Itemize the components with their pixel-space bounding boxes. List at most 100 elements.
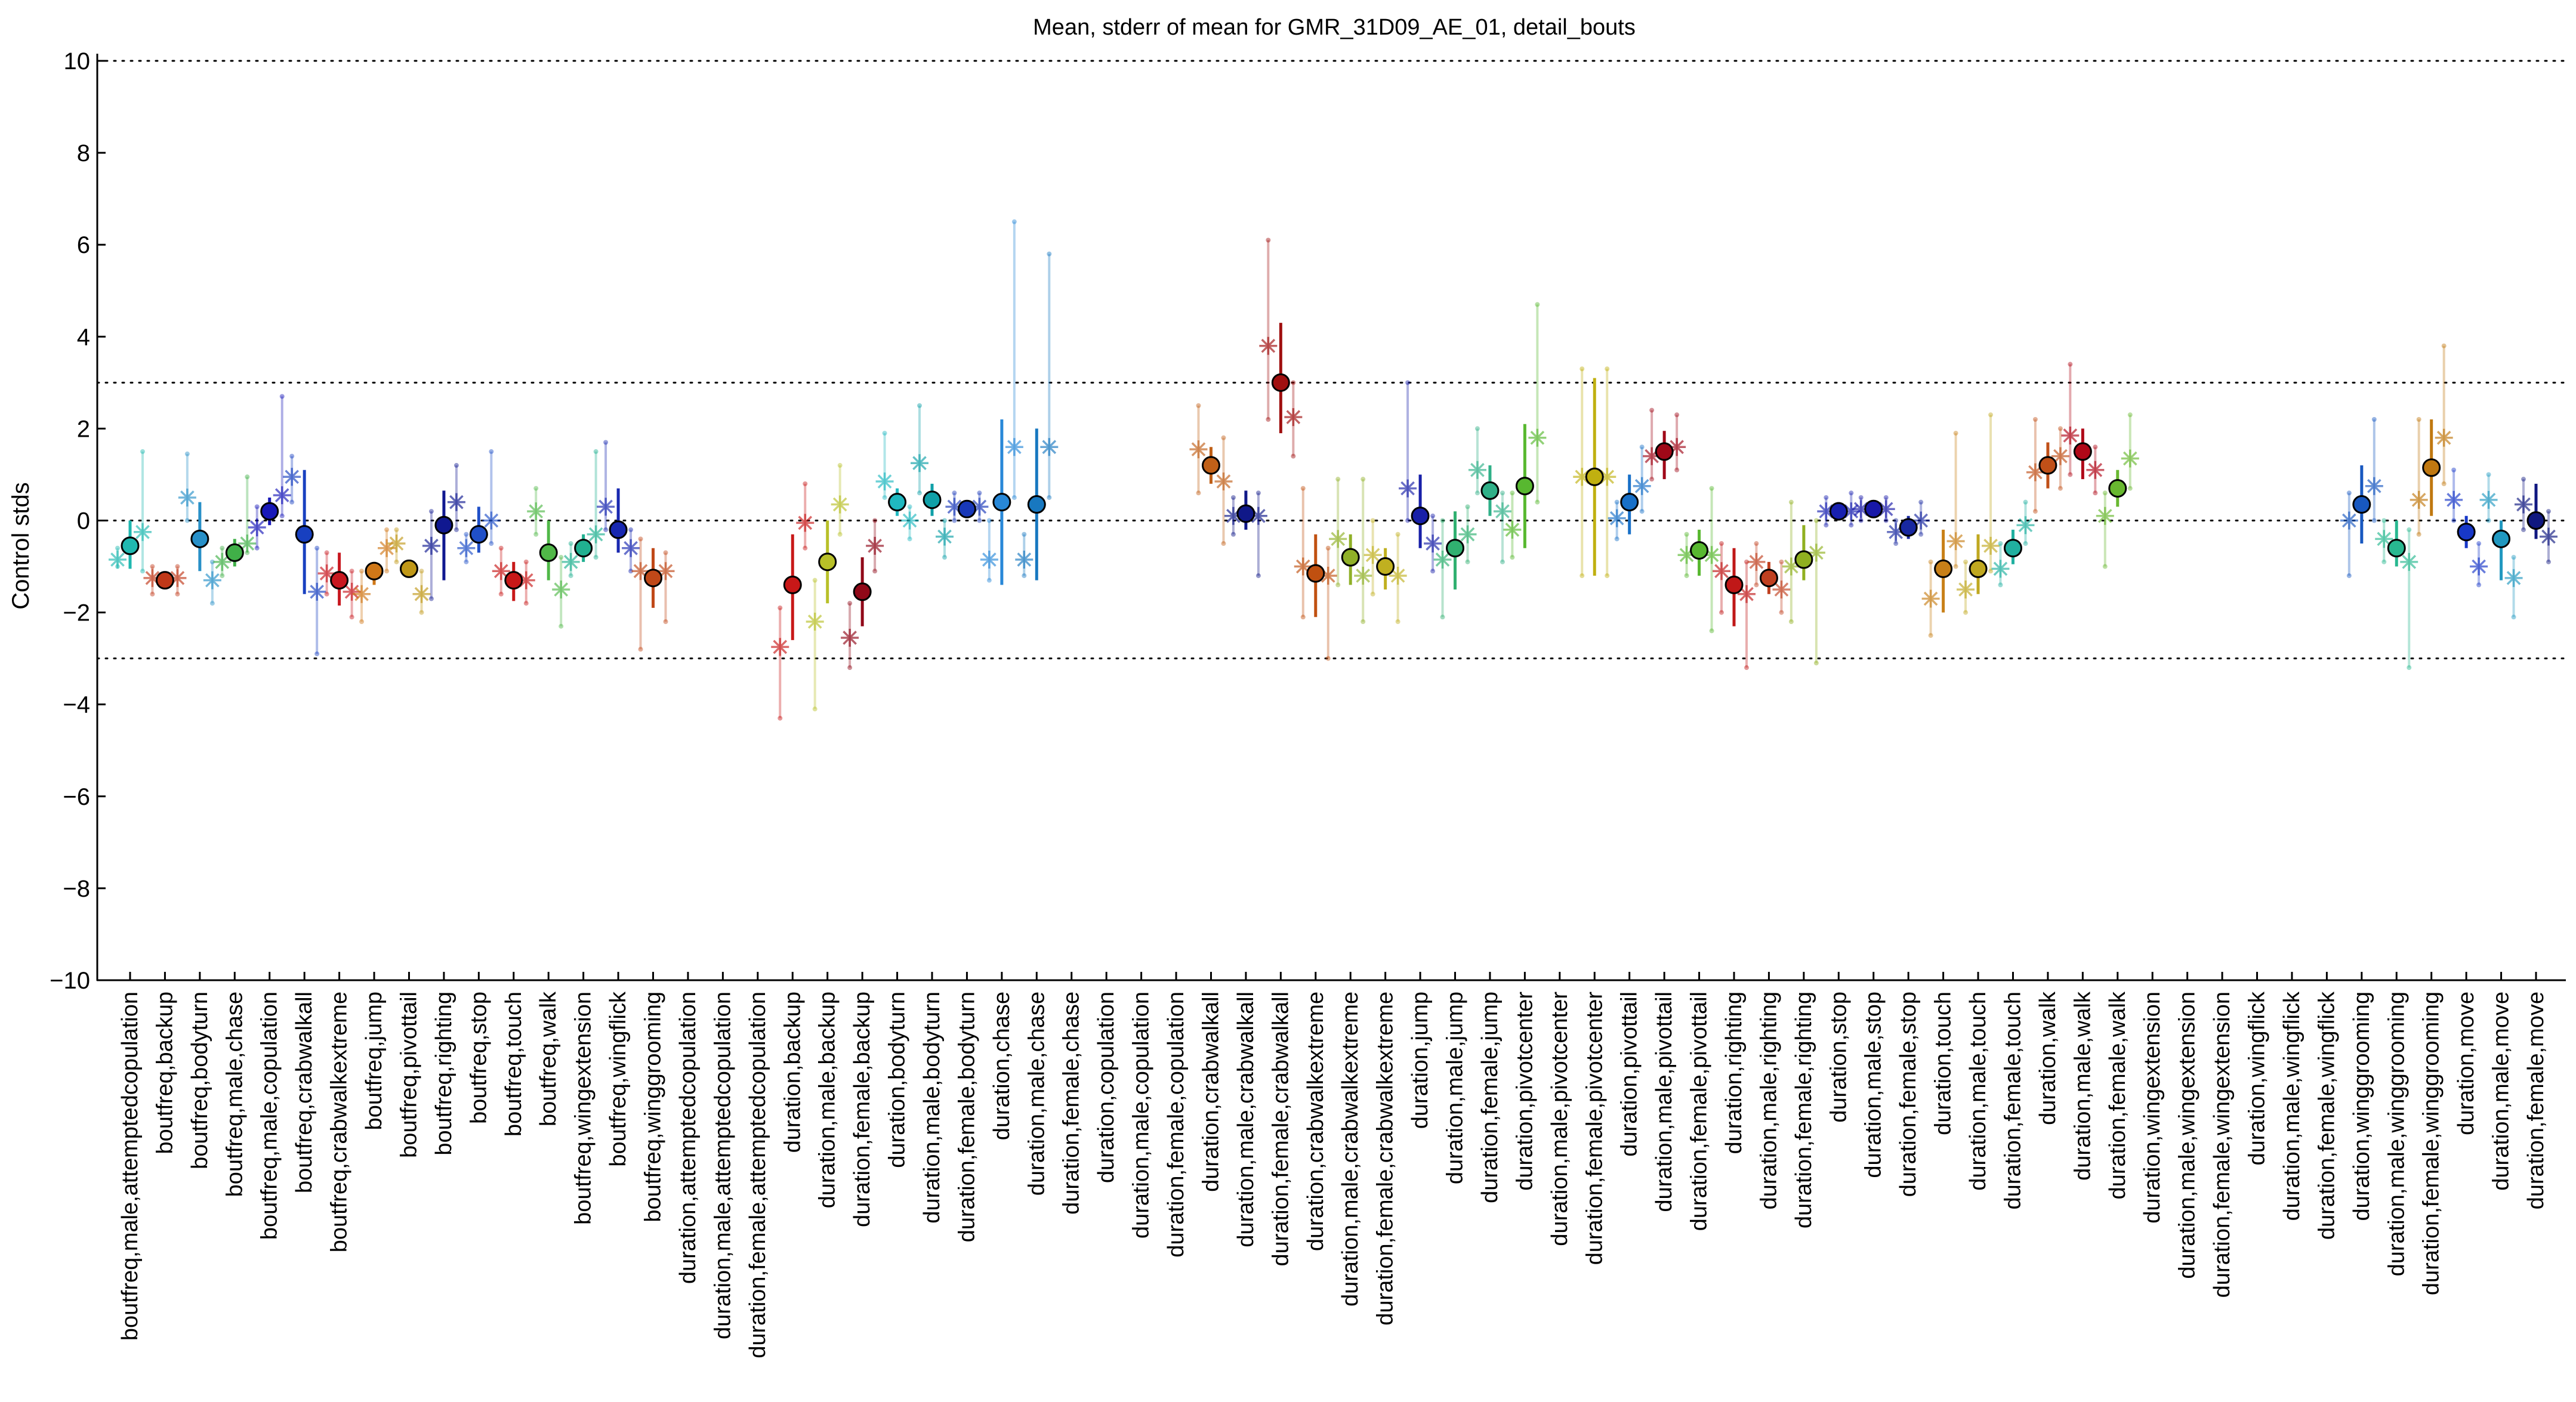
x-tick-label: duration,crabwalkall <box>1198 992 1223 1192</box>
male-range-end <box>1963 559 1969 564</box>
female-mean-star <box>622 539 640 557</box>
female-mean-star <box>1842 502 1861 521</box>
female-mean-star <box>482 511 501 530</box>
male-range-end <box>1649 407 1655 413</box>
male-mean-star <box>1399 479 1417 498</box>
male-mean-star <box>1468 461 1486 479</box>
male-mean-star <box>1817 502 1835 521</box>
x-tick-label: duration,male,copulation <box>1129 992 1154 1239</box>
female-range-end <box>489 449 494 454</box>
male-range-end <box>882 431 887 436</box>
female-range-end <box>942 555 947 560</box>
female-range-end <box>593 449 599 454</box>
female-mean-star <box>1877 500 1895 518</box>
x-tick-label: duration,female,pivottail <box>1687 992 1712 1231</box>
male-range-end <box>1370 518 1375 523</box>
mean-marker <box>295 525 314 544</box>
female-range-end <box>314 545 320 551</box>
female-range-end <box>2127 486 2133 491</box>
male-range-end <box>2381 559 2387 564</box>
male-mean-star <box>980 550 998 569</box>
category-markers <box>422 463 465 601</box>
category-markers <box>2340 416 2383 578</box>
male-range-end <box>2416 416 2421 422</box>
male-range-end <box>254 545 260 551</box>
mean-marker <box>1585 467 1604 486</box>
female-range-end <box>1674 467 1680 473</box>
female-range-end <box>1500 559 1505 564</box>
mean-marker <box>2492 529 2511 548</box>
x-tick-label: duration,male,backup <box>815 992 840 1208</box>
x-tick-label: duration,female,chase <box>1059 992 1084 1215</box>
male-range-end <box>2521 527 2526 532</box>
category-markers <box>1224 490 1267 578</box>
female-mean-star <box>238 535 257 553</box>
mean-marker <box>225 543 244 562</box>
female-range-end <box>314 651 320 656</box>
female-range-end <box>175 591 180 597</box>
male-mean-star <box>1573 468 1591 486</box>
female-range-end <box>663 619 668 625</box>
category-markers <box>2375 518 2418 671</box>
male-range-end <box>986 578 992 583</box>
category-markers <box>1887 499 1930 546</box>
mean-marker <box>469 525 488 544</box>
male-mean-star <box>771 638 789 656</box>
male-mean-star <box>2340 511 2358 530</box>
male-range-end <box>778 715 783 721</box>
mean-marker <box>155 571 174 590</box>
male-mean-star <box>2515 495 2532 514</box>
mean-marker <box>365 561 384 580</box>
female-range-end <box>1779 610 1784 615</box>
male-mean-star <box>911 454 928 473</box>
x-tick-label: duration,pivotcenter <box>1512 992 1537 1191</box>
female-mean-star <box>1319 566 1337 585</box>
male-mean-star <box>1713 562 1730 580</box>
mean-marker <box>1271 373 1290 392</box>
category-markers <box>109 449 152 574</box>
category-markers <box>1852 495 1895 523</box>
x-tick-label: boutfreq,wingextension <box>571 992 596 1225</box>
category-markers <box>387 527 431 615</box>
female-mean-star <box>1738 585 1756 603</box>
male-mean-star <box>2375 530 2393 548</box>
mean-marker <box>1899 518 1918 537</box>
mean-marker <box>2457 523 2476 542</box>
x-tick-label: duration,male,pivottail <box>1652 992 1677 1212</box>
x-tick-label: boutfreq,male,chase <box>222 992 247 1197</box>
y-tick-label: 8 <box>77 140 90 166</box>
mean-marker <box>1446 539 1465 558</box>
category-markers <box>1957 412 2000 615</box>
female-mean-star <box>1702 546 1721 564</box>
category-markers <box>945 490 989 523</box>
male-range-end <box>1824 495 1829 500</box>
mean-marker <box>1620 493 1639 512</box>
y-tick-label: 10 <box>64 48 91 75</box>
x-tick-label: duration,bodyturn <box>885 992 910 1168</box>
x-tick-label: duration,male,winggrooming <box>2384 992 2409 1276</box>
mean-marker <box>957 499 976 518</box>
x-tick-label: duration,male,move <box>2489 992 2514 1191</box>
mean-marker <box>1306 564 1325 583</box>
female-mean-star <box>831 495 849 514</box>
male-range-end <box>2346 490 2352 496</box>
female-range-end <box>245 550 250 555</box>
male-range-end <box>1510 490 1515 496</box>
female-mean-star <box>308 582 326 601</box>
female-mean-star <box>866 536 884 555</box>
male-range-end <box>1788 619 1794 625</box>
male-range-end <box>1824 523 1829 528</box>
male-range-end <box>1196 490 1201 496</box>
female-range-end <box>1465 559 1470 564</box>
y-tick-label: −8 <box>63 876 90 902</box>
male-range-end <box>1405 518 1411 523</box>
category-markers <box>1189 403 1233 546</box>
female-range-end <box>628 569 634 574</box>
male-range-end <box>498 591 504 597</box>
category-markers <box>143 564 187 597</box>
category-markers <box>213 474 257 578</box>
female-range-end <box>1011 495 1017 500</box>
male-range-end <box>184 451 190 456</box>
female-range-end <box>175 564 180 569</box>
